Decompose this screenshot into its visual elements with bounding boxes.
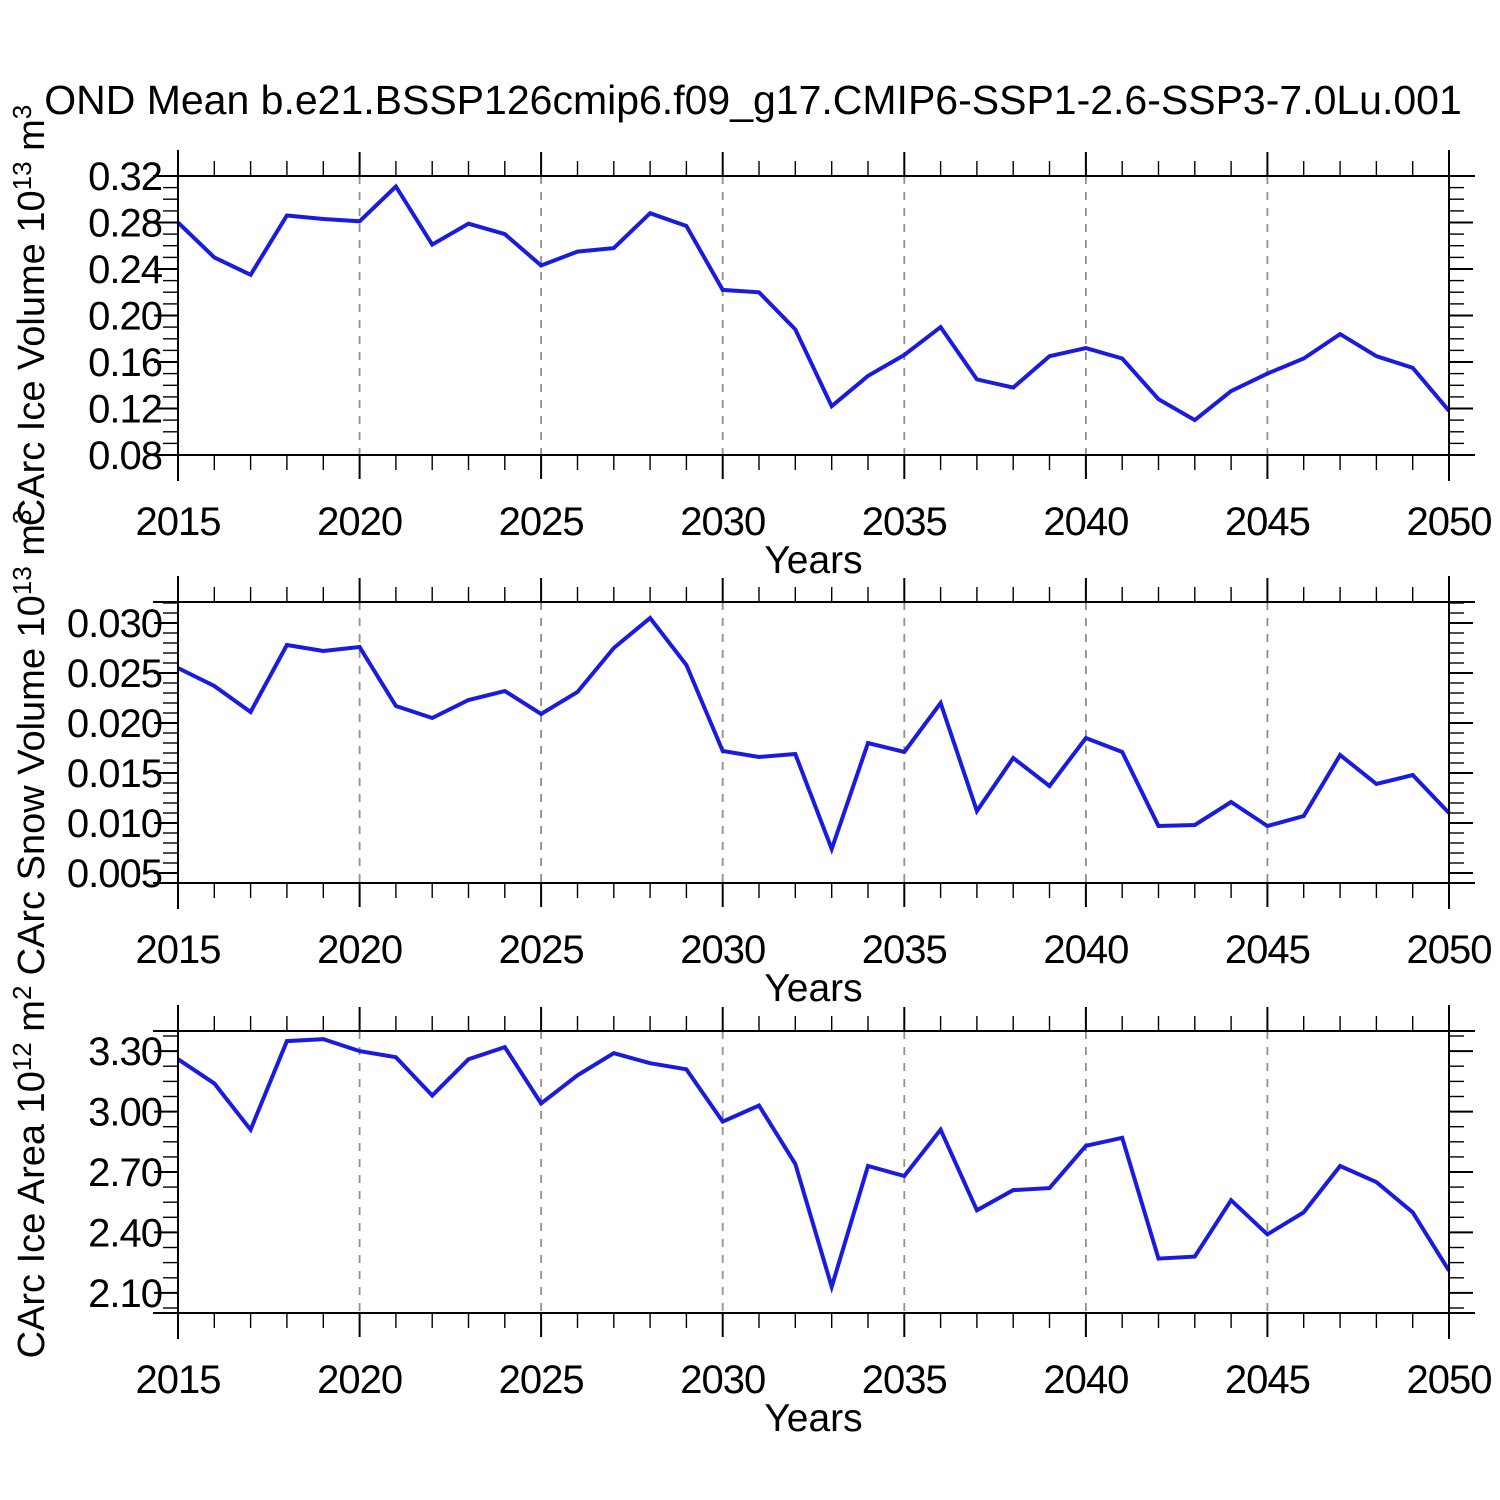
- series-line-carc-snow-volume: [177, 615, 1451, 855]
- y-tick-label: 0.010: [67, 802, 162, 846]
- x-tick-label: 2040: [1043, 1358, 1128, 1402]
- x-tick-label: 2040: [1043, 928, 1128, 972]
- x-tick-label: 2025: [499, 1358, 584, 1402]
- x-tick-label: 2025: [499, 500, 584, 544]
- y-tick-label: 3.00: [88, 1091, 162, 1135]
- x-tick-label: 2040: [1043, 500, 1128, 544]
- x-tick-label: 2020: [317, 928, 402, 972]
- y-tick-label: 0.16: [88, 341, 162, 385]
- y-tick-label: 0.32: [88, 155, 162, 199]
- y-tick-label: 0.12: [88, 388, 162, 432]
- y-tick-label: 2.70: [88, 1151, 162, 1195]
- x-axis-title: Years: [764, 1397, 862, 1440]
- y-tick-label: 0.005: [67, 852, 162, 896]
- y-tick-label: 0.20: [88, 295, 162, 339]
- x-tick-label: 2015: [136, 928, 221, 972]
- x-tick-label: 2050: [1407, 928, 1492, 972]
- y-tick-label: 0.24: [88, 248, 163, 292]
- y-tick-label: 2.40: [88, 1211, 162, 1255]
- x-tick-label: 2030: [680, 928, 765, 972]
- panel-carc-ice-volume: 0.080.120.160.200.240.280.32 2015 2020 2025…: [7, 105, 1492, 582]
- panel-carc-ice-area: 2.10 2.40 2.70 3.00 3.30 2015 2020 2025 2030 2035…: [7, 986, 1492, 1440]
- x-tick-label: 2050: [1407, 1358, 1492, 1402]
- y-tick-label: 0.025: [67, 652, 162, 696]
- y-tick-label: 0.015: [67, 752, 162, 796]
- x-tick-label: 2015: [136, 500, 221, 544]
- x-tick-label: 2035: [862, 500, 947, 544]
- panel-carc-snow-volume: 0.005 0.010 0.015 0.020 0.025 0.030 2015 2020 20…: [7, 510, 1492, 1010]
- y-tick-label: 0.08: [88, 434, 162, 478]
- series-line-carc-ice-volume: [176, 183, 1451, 423]
- x-tick-label: 2030: [680, 500, 765, 544]
- y-tick-label: 0.28: [88, 202, 162, 246]
- x-tick-label: 2035: [862, 1358, 947, 1402]
- y-tick-label: 0.030: [67, 602, 162, 646]
- x-tick-label: 2025: [499, 928, 584, 972]
- x-tick-label: 2050: [1407, 500, 1492, 544]
- x-axis-title: Years: [764, 539, 862, 582]
- chart-title: OND Mean b.e21.BSSP126cmip6.f09_g17.CMIP…: [44, 77, 1462, 123]
- y-tick-label: 3.30: [88, 1030, 162, 1074]
- x-tick-label: 2015: [136, 1358, 221, 1402]
- y-axis-title: CArc Ice Volume 1013 m3: [7, 105, 53, 526]
- y-axis-title: CArc Ice Area 1012 m2: [7, 986, 53, 1359]
- x-tick-label: 2020: [317, 500, 402, 544]
- y-tick-label: 0.020: [67, 702, 162, 746]
- x-tick-label: 2045: [1225, 500, 1310, 544]
- x-tick-label: 2035: [862, 928, 947, 972]
- x-tick-label: 2020: [317, 1358, 402, 1402]
- y-axis-title: CArc Snow Volume 1013 m3: [7, 510, 53, 976]
- x-tick-label: 2045: [1225, 1358, 1310, 1402]
- x-tick-label: 2045: [1225, 928, 1310, 972]
- y-tick-label: 2.10: [88, 1272, 162, 1316]
- series-line-carc-ice-area: [176, 1037, 1451, 1294]
- x-axis-title: Years: [764, 967, 862, 1010]
- x-tick-label: 2030: [680, 1358, 765, 1402]
